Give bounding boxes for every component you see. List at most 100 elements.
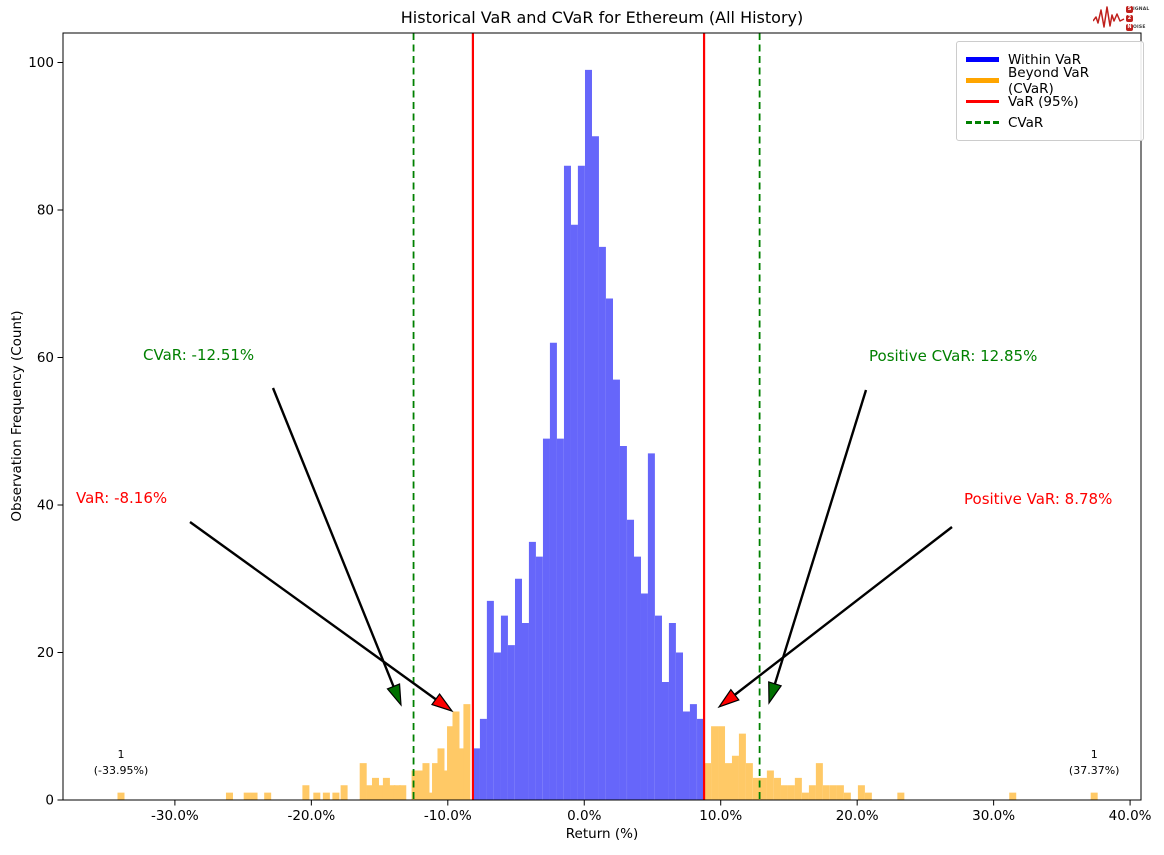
histogram-bar (302, 785, 310, 800)
histogram-bar (584, 69, 592, 801)
histogram-bar (822, 785, 830, 800)
x-axis-label: Return (%) (565, 826, 639, 842)
beyond-var-swatch (966, 78, 999, 83)
histogram-bar (500, 615, 508, 801)
histogram-bar (640, 593, 648, 800)
histogram-bar (794, 777, 802, 801)
histogram-bar (463, 704, 471, 801)
y-tick-label: 100 (28, 55, 54, 71)
var-95-swatch (966, 100, 999, 103)
x-tick-label: -30.0% (151, 808, 199, 824)
histogram-bar (250, 792, 258, 801)
arrow-shaft (271, 387, 396, 689)
arrow-head (768, 681, 783, 705)
annotation-positive-cvar: Positive CVaR: 12.85% (869, 347, 1038, 365)
histogram-bar (815, 763, 823, 801)
histogram-bar (521, 623, 529, 800)
logo-badge-s: S (1126, 5, 1133, 13)
legend: Within VaR Beyond VaR (CVaR) VaR (95%) C… (956, 41, 1144, 141)
histogram-bar (773, 777, 781, 801)
legend-label: CVaR (1008, 114, 1044, 131)
histogram-bar (697, 718, 705, 801)
logo-ignal: IGNAL (1133, 6, 1150, 12)
histogram-bar (633, 556, 641, 801)
legend-item-cvar: CVaR (966, 112, 1134, 133)
histogram-bar (493, 652, 501, 800)
histogram-bar (808, 785, 816, 800)
histogram-bar (393, 785, 401, 800)
histogram-bar (117, 792, 125, 801)
arrow-head (386, 683, 402, 707)
histogram-bar (225, 792, 233, 801)
histogram-bar (752, 777, 760, 801)
histogram-bar (843, 792, 851, 801)
histogram-bar (654, 615, 662, 801)
histogram-bar (542, 438, 550, 801)
arrow-shaft (773, 389, 868, 687)
histogram-bar (787, 785, 795, 800)
histogram-bar (829, 785, 837, 800)
histogram-bar (745, 763, 753, 801)
legend-label: Beyond VaR (CVaR) (1008, 64, 1090, 97)
chart-title: Historical VaR and CVaR for Ethereum (Al… (400, 8, 804, 27)
arrow-shaft (189, 521, 439, 702)
histogram-bar (759, 777, 767, 801)
histogram-bar (718, 726, 726, 800)
histogram-bar (570, 224, 578, 800)
within-var-swatch (966, 57, 999, 62)
histogram-bar (417, 770, 425, 800)
histogram-bar (382, 777, 390, 801)
histogram-bar (689, 704, 697, 801)
annotation-var-left: VaR: -8.16% (76, 489, 168, 507)
histogram-bar (322, 792, 330, 801)
outlier-return: (-33.95%) (93, 763, 149, 777)
histogram-bar (612, 379, 620, 800)
histogram-bar (606, 298, 613, 800)
outlier-count: 1 (1090, 748, 1098, 761)
histogram-bar (598, 246, 606, 801)
outlier-return: (37.37%) (1068, 763, 1120, 777)
legend-item-beyond-var: Beyond VaR (CVaR) (966, 65, 1134, 97)
y-tick-label: 60 (37, 350, 54, 366)
histogram-bar (452, 711, 460, 800)
histogram-bar (766, 770, 774, 800)
histogram-bar (711, 726, 719, 800)
histogram-bar (422, 763, 430, 801)
outlier-label-left: 1 (-33.95%) (61, 747, 181, 779)
y-tick-label: 20 (37, 645, 54, 661)
legend-item-within-var: Within VaR (966, 49, 1134, 70)
histogram-bar (456, 748, 464, 801)
histogram-bar (738, 733, 746, 801)
histogram-bar (619, 446, 627, 800)
histogram-bar (479, 718, 487, 801)
histogram-bar (399, 785, 407, 800)
arrow-head (717, 688, 740, 709)
annotation-arrows (189, 387, 953, 713)
histogram-bar (514, 578, 522, 800)
histogram-bar (857, 785, 865, 800)
histogram-bar (313, 792, 321, 801)
histogram-bar (441, 770, 449, 800)
logo-badge-n: N (1126, 23, 1133, 31)
histogram-bar (676, 652, 683, 800)
histogram-bar (411, 770, 419, 800)
axes-spines (62, 32, 1142, 801)
histogram-bar (528, 541, 536, 801)
histogram-bar (724, 763, 732, 801)
logo-badge-2: 2 (1126, 14, 1133, 22)
axis-ticks: -30.0% -20.0% -10.0% 0.0% 10.0% 20.0% 30.0% 40.… (28, 55, 1151, 824)
histogram-bar (836, 785, 844, 800)
histogram-bar (801, 792, 809, 801)
x-tick-label: 0.0% (567, 808, 601, 824)
histogram-bar (556, 438, 564, 801)
signal2noise-logo: S IGNAL 2 N OISE (1093, 3, 1161, 33)
histogram-bar (472, 748, 480, 801)
annotation-positive-var: Positive VaR: 8.78% (964, 490, 1113, 508)
histogram-bar (1009, 792, 1017, 801)
histogram-bar (359, 763, 367, 801)
legend-item-var-95: VaR (95%) (966, 91, 1134, 112)
histogram-bar (507, 645, 515, 801)
histogram-bar (549, 342, 557, 800)
outlier-count: 1 (117, 748, 125, 761)
